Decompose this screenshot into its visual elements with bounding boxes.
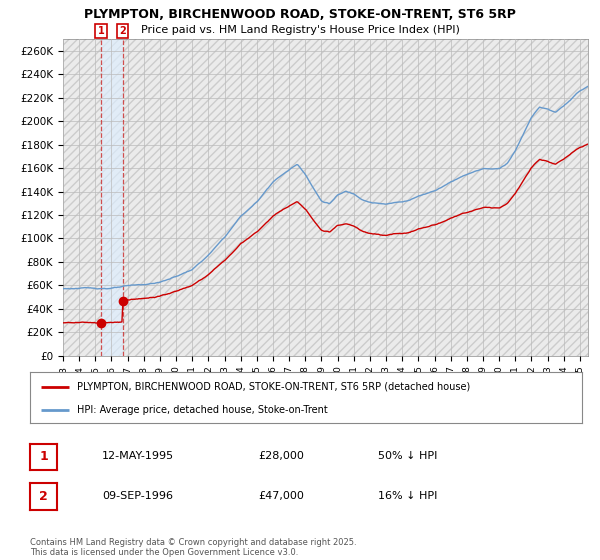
Text: £28,000: £28,000 (258, 451, 304, 461)
Text: 2: 2 (39, 489, 48, 503)
Text: Price paid vs. HM Land Registry's House Price Index (HPI): Price paid vs. HM Land Registry's House … (140, 25, 460, 35)
Text: 1: 1 (39, 450, 48, 464)
Text: 12-MAY-1995: 12-MAY-1995 (102, 451, 174, 461)
Text: £47,000: £47,000 (258, 491, 304, 501)
Text: 09-SEP-1996: 09-SEP-1996 (102, 491, 173, 501)
Text: Contains HM Land Registry data © Crown copyright and database right 2025.
This d: Contains HM Land Registry data © Crown c… (30, 538, 356, 557)
Text: 1: 1 (98, 26, 104, 36)
Text: PLYMPTON, BIRCHENWOOD ROAD, STOKE-ON-TRENT, ST6 5RP (detached house): PLYMPTON, BIRCHENWOOD ROAD, STOKE-ON-TRE… (77, 381, 470, 391)
Bar (101, 39, 122, 356)
Text: HPI: Average price, detached house, Stoke-on-Trent: HPI: Average price, detached house, Stok… (77, 405, 328, 415)
Text: PLYMPTON, BIRCHENWOOD ROAD, STOKE-ON-TRENT, ST6 5RP: PLYMPTON, BIRCHENWOOD ROAD, STOKE-ON-TRE… (84, 8, 516, 21)
Text: 2: 2 (119, 26, 126, 36)
Text: 50% ↓ HPI: 50% ↓ HPI (378, 451, 437, 461)
Text: 16% ↓ HPI: 16% ↓ HPI (378, 491, 437, 501)
